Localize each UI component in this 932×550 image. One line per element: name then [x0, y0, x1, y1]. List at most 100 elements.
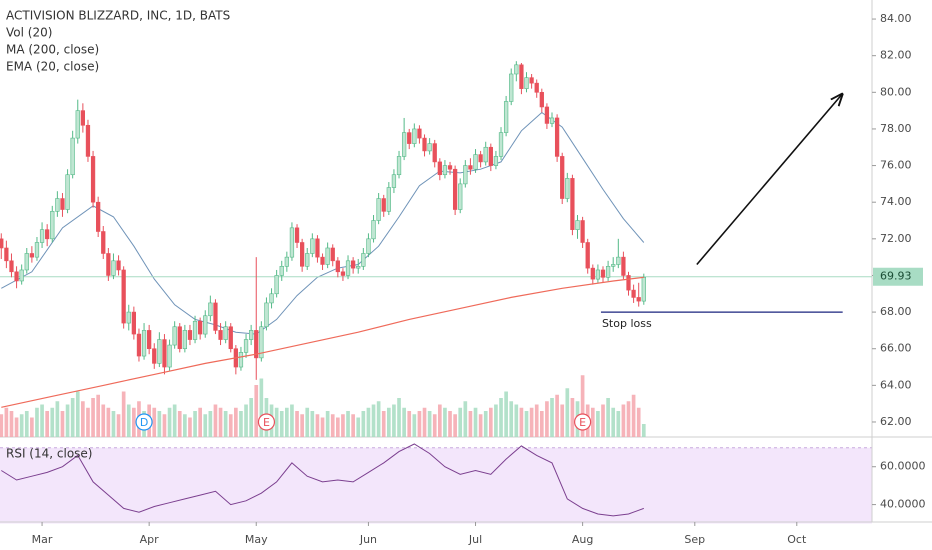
candle-body: [14, 271, 19, 282]
candle-body: [126, 311, 131, 324]
candle-body: [101, 231, 106, 254]
volume-bar: [157, 411, 162, 437]
candle-body: [396, 156, 402, 176]
volume-bar: [290, 404, 294, 437]
x-tick-label: Jun: [359, 533, 377, 546]
volume-bar: [111, 411, 116, 437]
volume-bar: [601, 404, 605, 437]
candle-body: [162, 339, 167, 368]
candle-body: [570, 178, 575, 230]
candle-body: [417, 128, 422, 139]
volume-bar: [437, 404, 442, 437]
last-price-label: 69.93: [880, 270, 912, 283]
candle-body: [391, 174, 397, 188]
candle-body: [116, 260, 121, 271]
legend-entry: MA (200, close): [6, 43, 99, 57]
candle-body: [580, 220, 585, 243]
candle-body: [0, 238, 4, 249]
volume-bar: [96, 394, 100, 437]
volume-bar: [14, 417, 19, 437]
volume-bar: [183, 414, 187, 437]
candle-body: [554, 117, 560, 157]
volume-bar: [310, 411, 315, 437]
candle-body: [458, 183, 463, 210]
volume-bar: [356, 417, 361, 437]
candle-body: [254, 330, 259, 359]
y-tick-label: 74.00: [880, 195, 912, 208]
volume-bar: [560, 404, 565, 437]
candle-body: [9, 260, 14, 273]
candle-body: [274, 275, 279, 295]
volume-bar: [172, 404, 177, 437]
volume-bar: [106, 407, 111, 437]
candle-body: [325, 247, 330, 265]
rsi-tick-label: 60.0000: [880, 460, 926, 473]
candle-body: [407, 132, 412, 144]
candle-body: [432, 143, 437, 163]
volume-bar: [371, 404, 376, 437]
candle-body: [65, 174, 70, 210]
candle-body: [412, 128, 417, 144]
candle-body: [340, 271, 346, 276]
legend-entry: Vol (20): [6, 26, 52, 40]
volume-bar: [336, 417, 340, 437]
volume-bar: [218, 407, 223, 437]
x-tick-label: Sep: [684, 533, 705, 546]
volume-bar: [631, 394, 636, 437]
candle-body: [218, 330, 223, 340]
volume-bar: [641, 424, 646, 437]
candle-body: [172, 326, 177, 346]
candle-body: [249, 330, 254, 340]
volume-bar: [499, 398, 503, 437]
candle-body: [106, 253, 111, 276]
candle-body: [565, 178, 570, 199]
last-price-box: [873, 267, 923, 286]
candle-body: [585, 242, 590, 269]
rsi-title: RSI (14, close): [6, 447, 92, 461]
candle-body: [29, 253, 35, 258]
volume-bar: [254, 385, 259, 437]
volume-bar: [40, 404, 44, 437]
volume-bar: [529, 407, 534, 437]
candle-body: [631, 289, 636, 298]
candle-body: [447, 165, 453, 170]
volume-bar: [121, 391, 126, 437]
candle-body: [187, 330, 193, 340]
candle-body: [4, 247, 9, 262]
chart-title: ACTIVISION BLIZZARD, INC, 1D, BATS: [6, 9, 230, 23]
volume-bar: [539, 411, 544, 437]
volume-bar: [234, 407, 238, 437]
volume-bar: [611, 407, 616, 437]
volume-bar: [397, 398, 401, 437]
candle-body: [75, 110, 80, 139]
x-tick-label: Jul: [468, 533, 482, 546]
volume-bar: [483, 411, 488, 437]
ma200-line: [1, 276, 644, 408]
volume-bar: [274, 407, 279, 437]
rsi-band: [0, 447, 872, 524]
volume-bar: [45, 411, 50, 437]
candle-body: [198, 320, 203, 335]
candle-body: [356, 266, 361, 269]
event-marker: [574, 413, 592, 431]
volume-bar: [116, 414, 121, 437]
volume-bar: [407, 411, 412, 437]
candle-body: [238, 352, 244, 368]
candle-body: [483, 146, 488, 163]
y-tick-label: 84.00: [880, 12, 912, 25]
volume-bar: [366, 407, 371, 437]
candle-body: [289, 227, 295, 258]
candle-body: [147, 330, 152, 350]
volume-bar: [550, 398, 554, 437]
candle-body: [534, 82, 539, 93]
volume-bar: [432, 414, 437, 437]
volume-bar: [285, 407, 289, 437]
volume-bar: [555, 394, 559, 437]
candle-body: [575, 220, 580, 230]
candle-body: [60, 198, 65, 210]
candle-body: [70, 137, 75, 176]
candle-body: [228, 326, 233, 350]
candle-body: [514, 64, 519, 75]
volume-bar: [392, 404, 396, 437]
candle-body: [131, 311, 136, 335]
